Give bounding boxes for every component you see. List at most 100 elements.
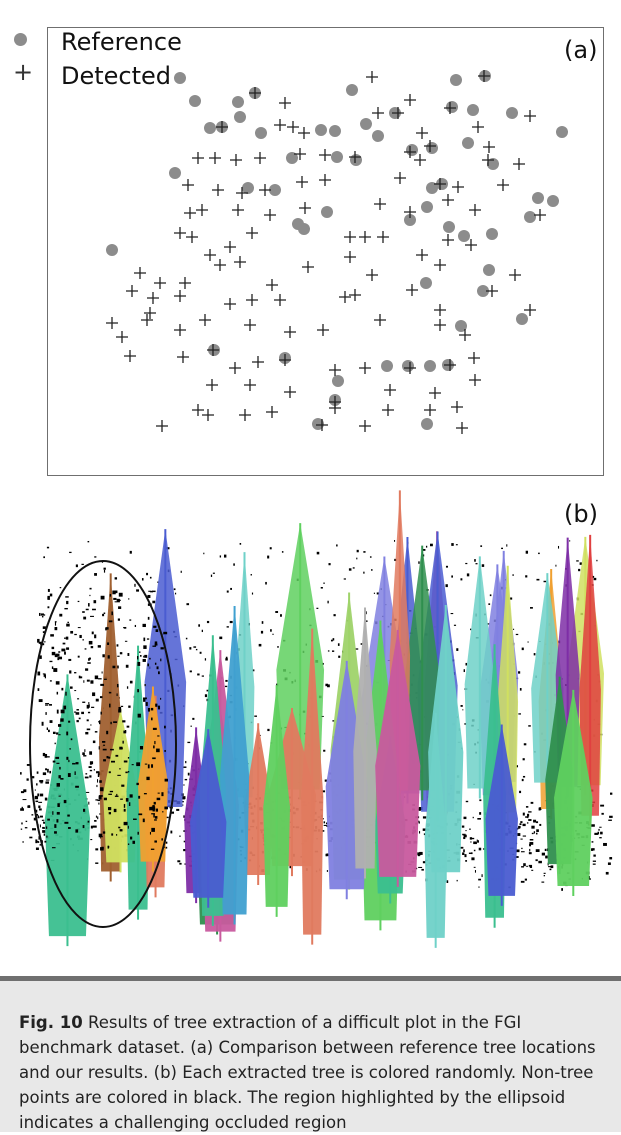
reference-point	[406, 144, 418, 156]
detected-point	[186, 231, 198, 243]
detected-point	[434, 319, 446, 331]
detected-point	[429, 387, 441, 399]
detected-point	[524, 304, 536, 316]
detected-point	[299, 202, 311, 214]
reference-point	[346, 84, 358, 96]
detected-point	[442, 194, 454, 206]
detected-point	[459, 329, 471, 341]
reference-point	[381, 360, 393, 372]
reference-point	[169, 167, 181, 179]
reference-point	[255, 127, 267, 139]
detected-point	[416, 127, 428, 139]
detected-point	[469, 204, 481, 216]
detected-point	[349, 151, 361, 163]
forest-point-cloud-image	[20, 490, 613, 948]
detected-point	[509, 269, 521, 281]
detected-point	[317, 324, 329, 336]
legend-reference-label: Reference	[61, 28, 182, 56]
detected-point	[174, 290, 186, 302]
detected-point	[434, 304, 446, 316]
detected-point	[486, 285, 498, 297]
detected-point	[147, 292, 159, 304]
detected-point	[116, 331, 128, 343]
detected-point	[264, 209, 276, 221]
reference-point	[516, 313, 528, 325]
detected-point	[406, 284, 418, 296]
reference-point	[332, 375, 344, 387]
detected-point	[244, 379, 256, 391]
detected-point	[224, 298, 236, 310]
reference-marker-icon	[14, 33, 27, 46]
occlusion-ellipse	[29, 560, 177, 928]
detected-point	[316, 419, 328, 431]
detected-point	[126, 285, 138, 297]
detected-point	[254, 152, 266, 164]
reference-point	[321, 206, 333, 218]
detected-point	[366, 71, 378, 83]
detected-point	[192, 404, 204, 416]
reference-point	[424, 360, 436, 372]
detected-point	[274, 294, 286, 306]
detected-point	[534, 209, 546, 221]
detected-point	[296, 176, 308, 188]
detected-point	[252, 356, 264, 368]
detected-point	[359, 362, 371, 374]
reference-point	[189, 95, 201, 107]
panel-a-label: (a)	[564, 36, 598, 64]
detected-point	[224, 241, 236, 253]
detected-point	[141, 314, 153, 326]
reference-point	[372, 130, 384, 142]
detected-point	[382, 404, 394, 416]
panel-b-label: (b)	[564, 500, 598, 528]
caption-body: Results of tree extraction of a difficul…	[19, 1013, 596, 1132]
reference-point	[312, 418, 324, 430]
detected-point	[134, 267, 146, 279]
reference-point	[532, 192, 544, 204]
detected-point	[144, 307, 156, 319]
detected-point	[442, 234, 454, 246]
reference-point	[402, 360, 414, 372]
detected-point	[359, 420, 371, 432]
reference-point	[450, 74, 462, 86]
detected-point	[154, 277, 166, 289]
detected-point	[524, 110, 536, 122]
legend-detected-label: Detected	[61, 62, 172, 90]
detected-point	[298, 127, 310, 139]
detected-point	[444, 102, 456, 114]
reference-point	[360, 118, 372, 130]
detected-point	[434, 259, 446, 271]
detected-point	[209, 152, 221, 164]
reference-point	[232, 96, 244, 108]
detected-point	[266, 406, 278, 418]
reference-point	[462, 137, 474, 149]
detected-point	[359, 231, 371, 243]
detected-point	[284, 386, 296, 398]
detected-point	[366, 269, 378, 281]
reference-point	[106, 244, 118, 256]
detected-point	[483, 141, 495, 153]
detected-point	[469, 374, 481, 386]
reference-point	[483, 264, 495, 276]
detected-point	[287, 121, 299, 133]
detected-point	[246, 227, 258, 239]
reference-point	[486, 228, 498, 240]
detected-point	[329, 364, 341, 376]
reference-point	[487, 158, 499, 170]
detected-point	[196, 204, 208, 216]
detected-point	[404, 362, 416, 374]
caption-figure-label: Fig. 10	[19, 1013, 83, 1032]
detected-point	[497, 179, 509, 191]
detected-point	[216, 121, 228, 133]
reference-point	[426, 142, 438, 154]
reference-point	[174, 72, 186, 84]
detected-point	[244, 319, 256, 331]
detected-point	[482, 154, 494, 166]
detected-point	[259, 184, 271, 196]
detected-point	[294, 148, 306, 160]
detected-point	[174, 324, 186, 336]
reference-point	[404, 214, 416, 226]
reference-point	[234, 111, 246, 123]
reference-point	[331, 151, 343, 163]
caption-box	[0, 976, 621, 1132]
detected-point	[339, 291, 351, 303]
